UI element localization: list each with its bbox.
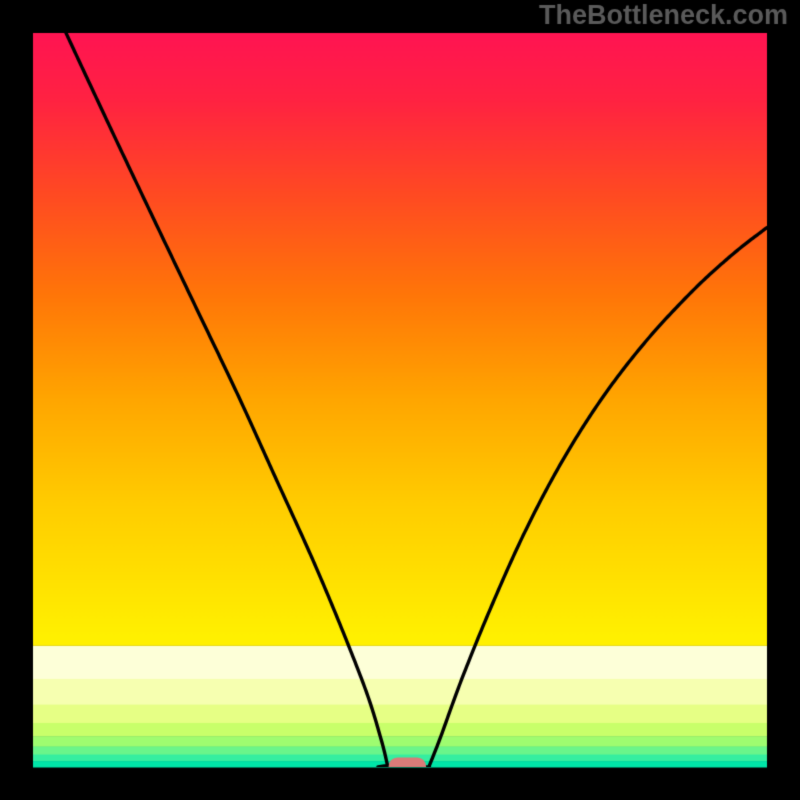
- bottleneck-chart: [0, 0, 800, 800]
